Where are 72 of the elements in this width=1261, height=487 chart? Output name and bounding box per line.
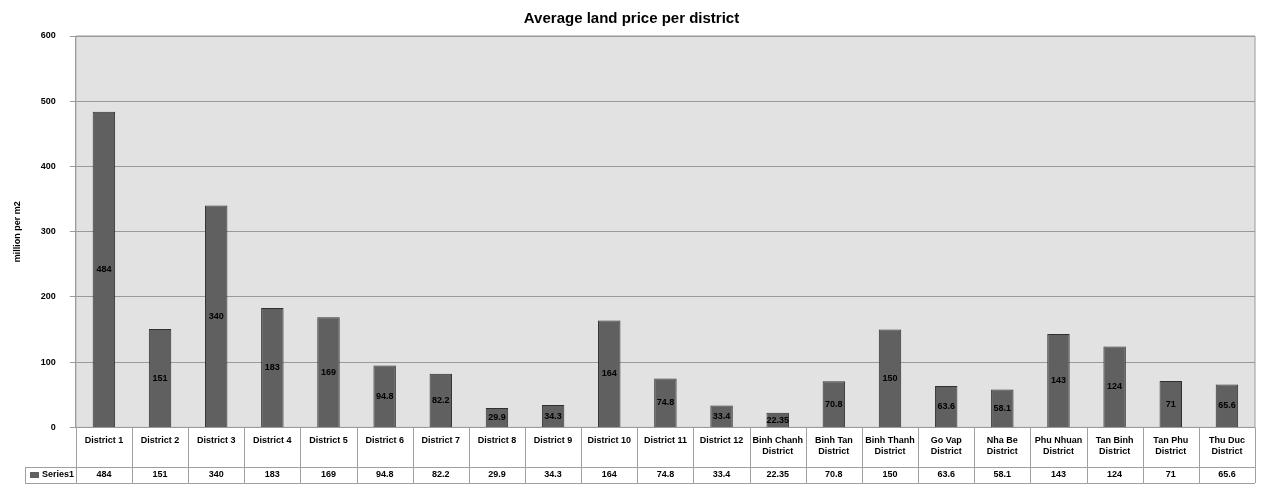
annotation: 150 — [882, 372, 898, 383]
y-axis-title: million per m2 — [11, 201, 22, 263]
data-label: 183 — [264, 469, 280, 480]
annotation: 183 — [264, 362, 280, 373]
x-tick-label: Tan Binh District — [1095, 435, 1134, 457]
data-label: 169 — [320, 469, 337, 480]
data-label: 94.8 — [375, 469, 394, 480]
x-tick-label: Binh Tan District — [814, 435, 853, 457]
data-label: 82.2 — [432, 469, 450, 480]
legend-label: Series1 — [42, 469, 75, 480]
annotation: 34.3 — [544, 410, 562, 421]
annotation: 29.9 — [488, 412, 506, 423]
data-label: 150 — [882, 469, 898, 480]
x-tick-label: District 6 — [365, 435, 404, 446]
x-tick-label: Nha Be District — [986, 435, 1018, 457]
annotation: 124 — [1107, 381, 1123, 392]
x-tick-label: District 10 — [587, 435, 632, 446]
data-label: 63.6 — [937, 469, 955, 480]
data-label: 29.9 — [488, 469, 506, 480]
annotation: 74.8 — [656, 397, 675, 408]
data-label: 34.3 — [544, 469, 562, 480]
y-tick-label: 200 — [40, 291, 56, 302]
annotation: 484 — [96, 264, 112, 275]
x-tick-label: District 12 — [699, 435, 744, 446]
x-tick-label: District 9 — [533, 435, 573, 446]
y-tick-label: 500 — [40, 95, 56, 106]
data-label: 58.1 — [993, 469, 1012, 480]
data-label: 22.35 — [766, 469, 789, 480]
data-label: 33.4 — [712, 469, 731, 480]
x-tick-label: District 8 — [477, 435, 517, 446]
data-label: 484 — [96, 469, 112, 480]
annotation: 65.6 — [1218, 400, 1236, 411]
x-tick-label: Thu Duc District — [1208, 435, 1245, 457]
annotation: 143 — [1050, 375, 1066, 386]
data-label: 151 — [152, 469, 168, 480]
annotation: 340 — [208, 310, 224, 321]
x-tick-label: Binh Chanh District — [752, 435, 803, 457]
annotation: 94.8 — [375, 390, 394, 401]
annotation: 82.2 — [432, 395, 450, 406]
y-tick-label: 600 — [40, 30, 56, 41]
chart-title: Average land price per district — [523, 9, 740, 27]
x-tick-label: Phu Nhuan District — [1034, 435, 1083, 457]
annotation: 63.6 — [937, 401, 955, 412]
y-tick-label: 100 — [40, 356, 56, 367]
y-tick-label: 300 — [40, 226, 56, 237]
x-tick-label: District 3 — [196, 435, 236, 446]
y-tick-label: 0 — [50, 421, 56, 432]
data-label: 71 — [1165, 469, 1176, 480]
annotation: 71 — [1165, 398, 1176, 409]
annotation: 151 — [152, 372, 168, 383]
x-tick-label: District 5 — [309, 435, 348, 446]
annotation: 70.8 — [825, 398, 843, 409]
annotation: 164 — [601, 368, 617, 379]
x-tick-label: District 1 — [84, 435, 124, 446]
annotation: 169 — [320, 366, 337, 377]
x-tick-label: Go Vap District — [930, 435, 963, 457]
x-tick-label: District 2 — [140, 435, 180, 446]
annotation: 58.1 — [993, 402, 1012, 413]
x-tick-label: District 4 — [253, 435, 292, 446]
y-tick-label: 400 — [40, 160, 56, 171]
data-label: 340 — [208, 469, 224, 480]
data-label: 143 — [1050, 469, 1066, 480]
annotation: 33.4 — [712, 410, 731, 421]
data-label: 70.8 — [825, 469, 843, 480]
data-label: 124 — [1107, 469, 1123, 480]
x-tick-label: Binh Thanh District — [865, 435, 915, 457]
data-label: 65.6 — [1218, 469, 1236, 480]
x-tick-label: District 7 — [421, 435, 461, 446]
data-label: 74.8 — [656, 469, 675, 480]
data-label: 164 — [601, 469, 617, 480]
x-tick-label: District 11 — [643, 435, 687, 446]
x-tick-label: Tan Phu District — [1153, 435, 1189, 457]
